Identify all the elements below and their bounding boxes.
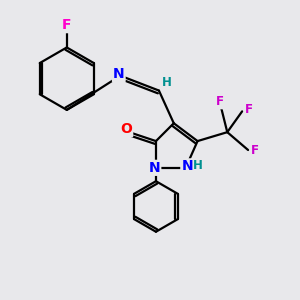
Text: N: N: [148, 161, 160, 175]
Text: F: F: [216, 95, 224, 108]
Text: N: N: [181, 159, 193, 173]
Text: F: F: [245, 103, 253, 116]
Text: F: F: [250, 143, 259, 157]
Text: H: H: [193, 159, 203, 172]
Text: F: F: [62, 18, 71, 32]
Text: N: N: [113, 67, 124, 81]
Text: O: O: [120, 122, 132, 136]
Text: H: H: [162, 76, 172, 89]
